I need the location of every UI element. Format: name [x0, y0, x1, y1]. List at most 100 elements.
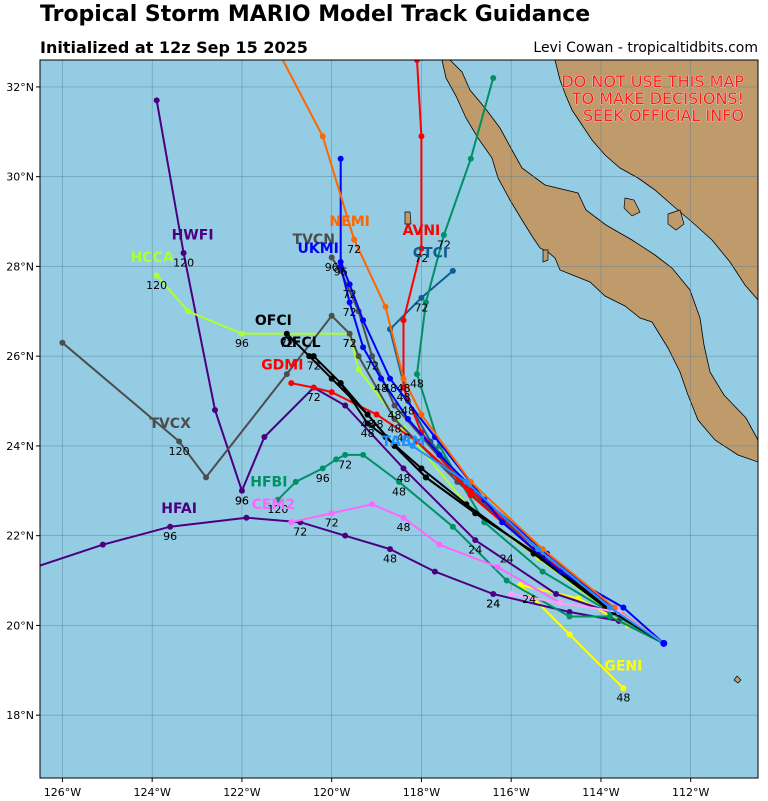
baja-california-land — [441, 60, 758, 463]
forecast-hour-label: 96 — [235, 494, 249, 507]
track-point-cem2 — [400, 514, 407, 521]
track-point-hfai — [99, 541, 106, 548]
track-point-tvcx — [203, 474, 210, 481]
track-point-ukmi — [499, 519, 506, 526]
track-point-hfbi — [274, 496, 281, 503]
track-point-hwfi — [472, 537, 479, 544]
forecast-hour-label: 72 — [414, 301, 428, 314]
forecast-hour-label: 72 — [307, 391, 321, 404]
track-point-hfbi — [333, 456, 340, 463]
track-point-hfbi — [566, 613, 573, 620]
forecast-hour-label: 96 — [235, 494, 249, 507]
track-point-hfbi — [449, 523, 456, 530]
model-label-nemi: NEMI — [329, 214, 369, 230]
model-label-tvcn: TVCN — [293, 232, 335, 248]
forecast-hour-label: 120 — [169, 445, 190, 458]
lat-tick-label: 22°N — [6, 530, 34, 543]
lon-tick-label: 112°W — [672, 786, 709, 799]
track-point-gdmi — [413, 438, 420, 445]
model-label-tabm: TABM — [382, 434, 426, 450]
track-point-ctcx — [467, 155, 474, 162]
track-point-ukm2 — [360, 344, 367, 351]
track-point-hfbi — [503, 577, 510, 584]
track-point-tvcx — [176, 438, 183, 445]
forecast-hour-label: 72 — [338, 458, 352, 471]
track-point-hcca — [153, 272, 160, 279]
track-point-cem2 — [494, 564, 501, 571]
forecast-hour-label: 120 — [267, 503, 288, 516]
forecast-hour-label: 48 — [396, 431, 410, 444]
track-point-cem2 — [436, 541, 443, 548]
track-point-gdmi — [288, 380, 295, 387]
forecast-hour-label: 48 — [388, 409, 402, 422]
track-point-ctci — [449, 267, 456, 274]
track-point-ukm2 — [378, 375, 385, 382]
forecast-hour-label: 96 — [316, 472, 330, 485]
model-label-tvcx: TVCX — [149, 416, 191, 432]
track-emxi — [339, 382, 665, 645]
forecast-hour-label: 48 — [383, 382, 397, 395]
forecast-hour-label: 72 — [414, 252, 428, 265]
track-point-ofci — [306, 353, 313, 360]
track-point-tvcx — [283, 371, 290, 378]
track-point-gdmi — [310, 384, 317, 391]
credit-text: Levi Cowan - tropicaltidbits.com — [533, 40, 758, 56]
track-point-hfai — [387, 546, 394, 553]
track-point-emxi — [364, 420, 371, 427]
lat-tick-label: 28°N — [6, 260, 34, 273]
forecast-hour-label: 72 — [325, 517, 339, 530]
track-point-hfai — [566, 608, 573, 615]
track-point-avni — [467, 492, 474, 499]
track-point-avni — [400, 317, 407, 324]
track-nemi — [281, 60, 665, 645]
track-point-hfbi — [319, 465, 326, 472]
track-point-gdmi — [328, 389, 335, 396]
model-label-cem2: CEM2 — [252, 497, 296, 513]
track-point-ctcx — [422, 299, 429, 306]
track-point-hwfi — [153, 97, 160, 104]
lon-tick-label: 120°W — [313, 786, 350, 799]
forecast-hour-label: 72 — [307, 360, 321, 373]
track-point-cemi — [557, 599, 564, 606]
track-point-hwfi — [342, 402, 349, 409]
track-point-tabm — [463, 478, 470, 485]
forecast-hour-label: 72 — [280, 337, 294, 350]
track-point-hfbi — [606, 613, 613, 620]
model-label-ofci: OFCI — [255, 313, 292, 329]
track-point-ukm2 — [404, 416, 411, 422]
track-point-tvcx — [346, 330, 353, 337]
track-point-geni — [566, 631, 573, 638]
track-point-ctcx — [440, 232, 447, 239]
track-point-ukmi — [346, 281, 353, 288]
forecast-hour-label: 96 — [325, 261, 339, 274]
track-point-avni — [413, 60, 420, 63]
track-point-hwfi — [212, 407, 219, 414]
forecast-hour-label: 120 — [146, 279, 167, 292]
model-label-gdmi: GDMI — [261, 358, 303, 374]
track-point-cem2 — [369, 501, 376, 508]
forecast-hour-label: 72 — [343, 337, 357, 350]
model-label-hfbi: HFBI — [250, 474, 287, 490]
island-isla-angel — [623, 197, 641, 217]
track-point-ofci — [328, 375, 335, 382]
track-point-hcca — [185, 308, 192, 315]
track-point-nemi — [400, 375, 407, 382]
track-point-ofcl — [337, 380, 344, 387]
track-point-gdmi — [467, 487, 474, 494]
track-point-hfbi — [360, 451, 367, 458]
forecast-hour-label: 48 — [388, 422, 402, 435]
track-point-ofcl — [472, 510, 479, 517]
island-isla-tiburon — [667, 209, 685, 231]
track-point-hfai — [167, 523, 174, 530]
forecast-hour-label: 48 — [396, 472, 410, 485]
forecast-hour-label: 96 — [163, 530, 177, 543]
track-point-ofcl — [364, 411, 371, 418]
map-frame — [39, 59, 759, 779]
track-point-ukmi — [620, 604, 627, 611]
track-point-ofcl — [391, 442, 398, 449]
track-point-tvcx — [355, 353, 362, 360]
forecast-hour-label: 48 — [374, 382, 388, 395]
track-point-ukm2 — [346, 299, 353, 306]
track-point-hwfi — [400, 465, 407, 472]
init-time: Initialized at 12z Sep 15 2025 — [40, 38, 308, 57]
